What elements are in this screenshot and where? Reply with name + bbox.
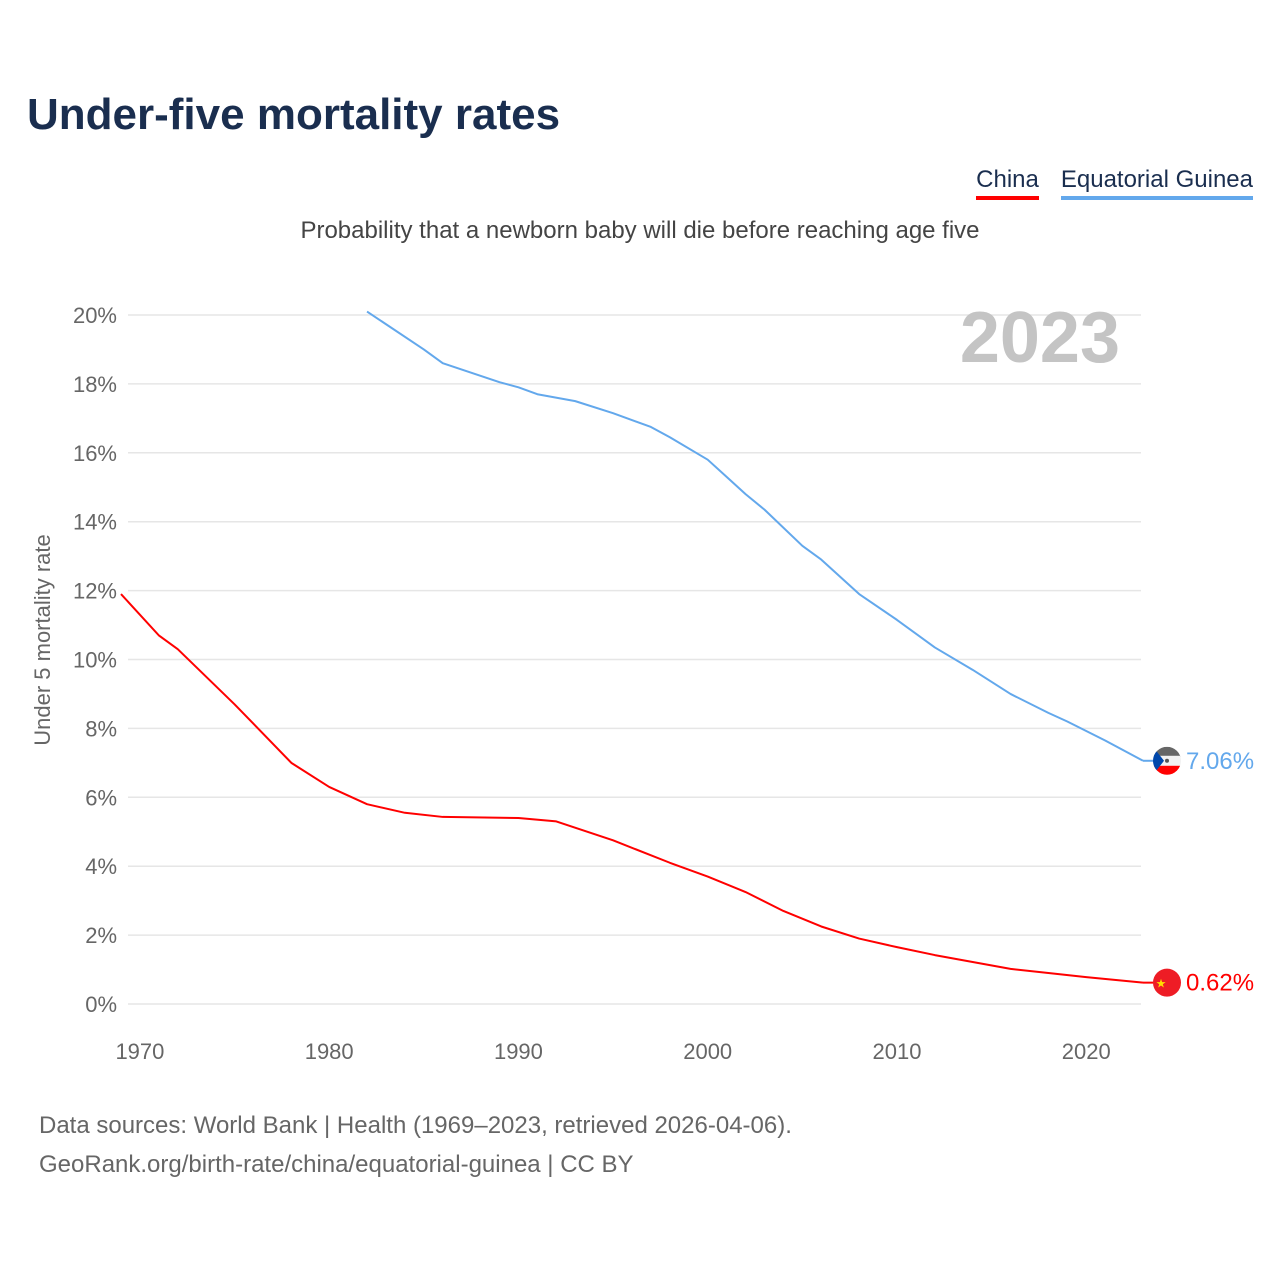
y-tick-label: 18% (73, 372, 117, 397)
x-tick-label: 1990 (494, 1039, 543, 1064)
x-tick-label: 2000 (683, 1039, 732, 1064)
flag-star-icon: ★ (1156, 977, 1167, 991)
legend-item-equatorial-guinea[interactable]: Equatorial Guinea (1060, 166, 1253, 200)
legend: China Equatorial Guinea (976, 166, 1253, 200)
y-axis-label: Under 5 mortality rate (30, 534, 55, 746)
y-tick-label: 6% (85, 785, 117, 810)
source-line-2[interactable]: GeoRank.org/birth-rate/china/equatorial-… (39, 1151, 634, 1178)
y-tick-label: 2% (85, 923, 117, 948)
china-flag-icon (1153, 968, 1181, 997)
source-line-1: Data sources: World Bank | Health (1969–… (39, 1112, 792, 1139)
series-line-china (120, 593, 1144, 984)
y-tick-label: 12% (73, 579, 117, 604)
year-watermark: 2023 (960, 298, 1120, 378)
y-tick-label: 4% (85, 854, 117, 879)
x-tick-label: 1980 (305, 1039, 354, 1064)
x-tick-label: 2010 (872, 1039, 921, 1064)
source-note: Data sources: World Bank | Health (1969–… (39, 1106, 792, 1184)
series-line-equatorial-guinea (366, 310, 1144, 762)
y-tick-label: 10% (73, 648, 117, 673)
equatorial-guinea-flag-icon (1153, 746, 1181, 775)
end-value-label: 7.06% (1186, 748, 1254, 775)
y-tick-label: 8% (85, 716, 117, 741)
y-tick-label: 14% (73, 510, 117, 535)
chart-subtitle: Probability that a newborn baby will die… (300, 217, 980, 244)
end-value-label: 0.62% (1186, 970, 1254, 997)
y-tick-label: 0% (85, 992, 117, 1017)
y-tick-label: 20% (73, 303, 117, 328)
chart-title: Under-five mortality rates (27, 90, 561, 139)
y-tick-label: 16% (73, 441, 117, 466)
legend-item-china[interactable]: China (976, 166, 1039, 200)
x-tick-label: 1970 (115, 1039, 164, 1064)
x-tick-label: 2020 (1062, 1039, 1111, 1064)
